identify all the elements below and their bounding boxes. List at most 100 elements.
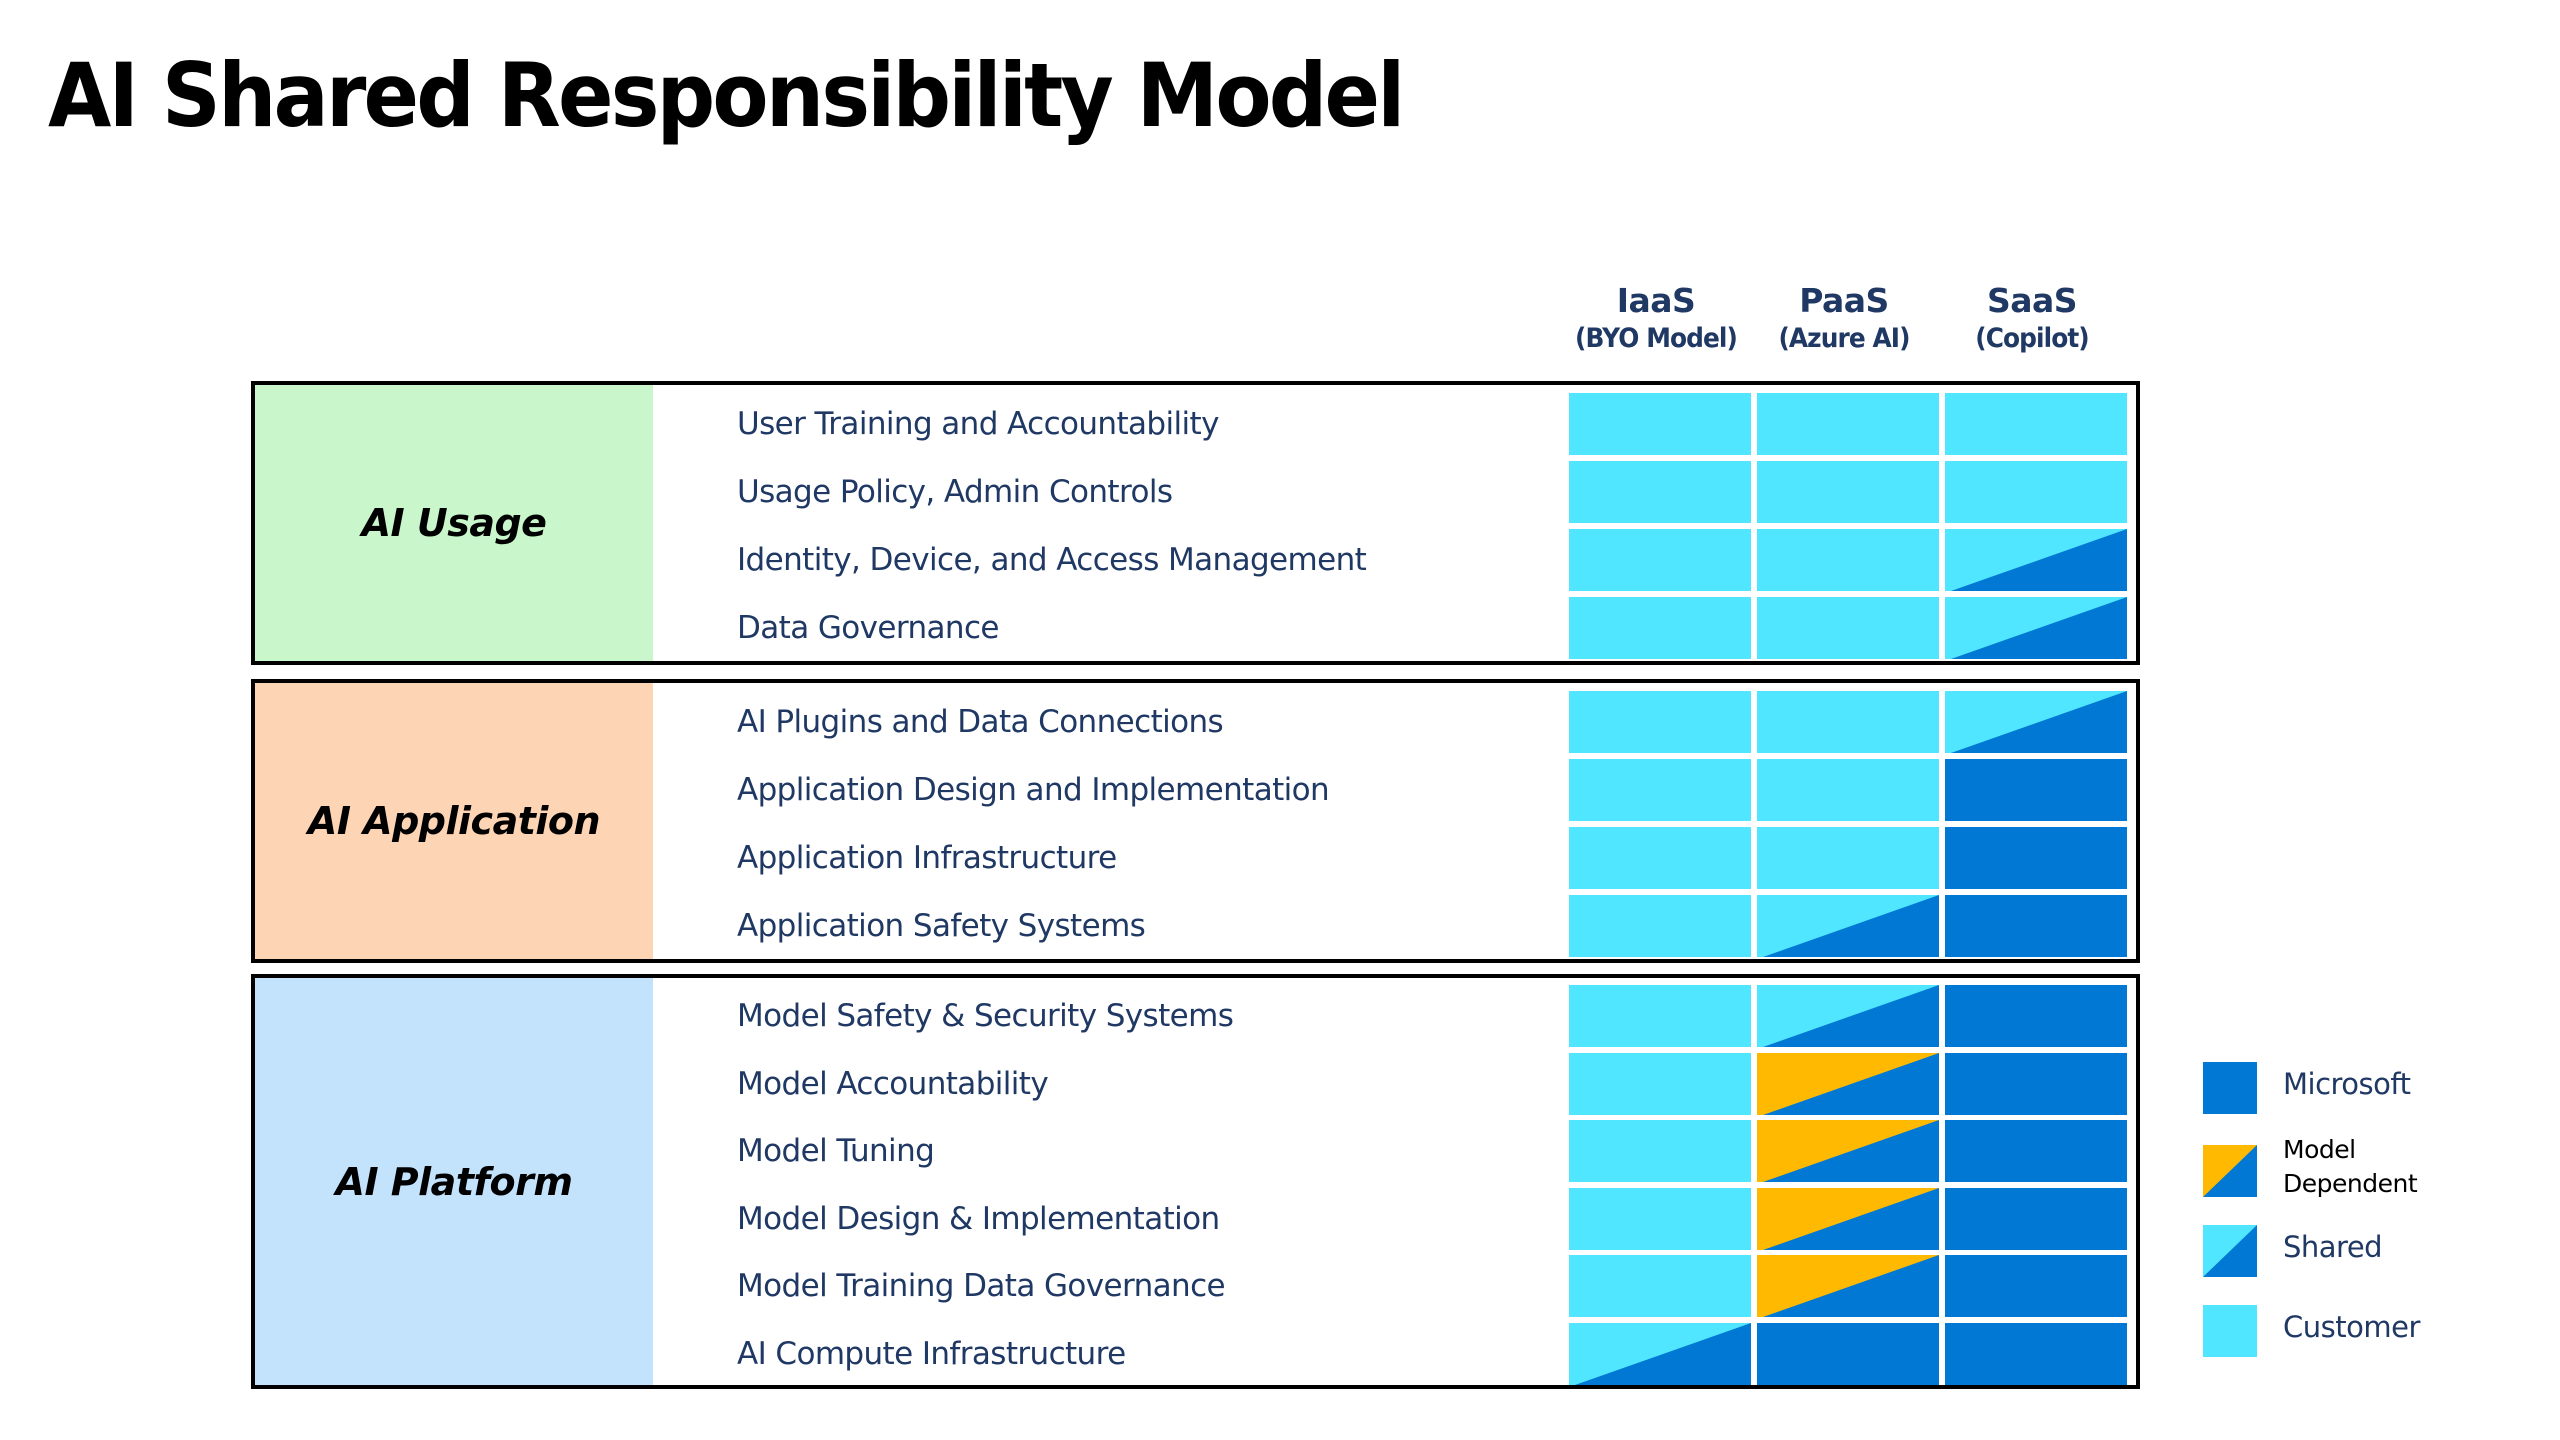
- customer-fill: [1569, 1053, 1751, 1115]
- customer-fill: [1757, 597, 1939, 659]
- responsibility-cell-customer: [1569, 1255, 1751, 1317]
- cell-graphic: [1569, 895, 1751, 957]
- responsibility-cell-model-dependent: [1757, 1120, 1939, 1182]
- column-header-name: PaaS: [1799, 281, 1889, 320]
- row-label: Model Safety & Security Systems: [737, 998, 1234, 1034]
- cell-graphic: [1757, 1053, 1939, 1115]
- customer-fill: [1569, 1120, 1751, 1182]
- microsoft-fill: [1951, 529, 2127, 591]
- customer-fill: [1569, 461, 1751, 523]
- customer-fill: [1569, 1188, 1751, 1250]
- responsibility-cell-microsoft: [1945, 1188, 2127, 1250]
- cell-graphic: [1945, 529, 2127, 591]
- cell-graphic: [1757, 759, 1939, 821]
- responsibility-cell-model-dependent: [1757, 1188, 1939, 1250]
- cell-graphic: [1757, 597, 1939, 659]
- microsoft-fill: [1945, 759, 2127, 821]
- cell-graphic: [1757, 461, 1939, 523]
- customer-fill: [1757, 529, 1939, 591]
- legend-label-line: Dependent: [2283, 1169, 2418, 1198]
- responsibility-cell-model-dependent: [1757, 1053, 1939, 1115]
- cell-graphic: [1945, 1323, 2127, 1385]
- responsibility-cell-microsoft: [1945, 895, 2127, 957]
- responsibility-cell-customer: [1757, 529, 1939, 591]
- responsibility-cell-customer: [1757, 461, 1939, 523]
- row-label: AI Plugins and Data Connections: [737, 704, 1224, 740]
- responsibility-cell-microsoft: [1945, 1120, 2127, 1182]
- microsoft-fill: [1951, 597, 2127, 659]
- cell-graphic: [1945, 1053, 2127, 1115]
- responsibility-cell-microsoft: [1945, 759, 2127, 821]
- microsoft-fill: [1945, 1053, 2127, 1115]
- column-header-name: IaaS: [1616, 281, 1696, 320]
- responsibility-cell-customer: [1569, 759, 1751, 821]
- microsoft-fill: [1763, 1120, 1939, 1182]
- microsoft-fill: [2203, 1225, 2257, 1277]
- responsibility-cell-customer: [1945, 393, 2127, 455]
- legend-label: Customer: [2283, 1310, 2420, 1344]
- cell-graphic: [1945, 895, 2127, 957]
- cell-graphic: [1569, 461, 1751, 523]
- microsoft-fill: [1945, 1120, 2127, 1182]
- row-label: Application Design and Implementation: [737, 772, 1330, 808]
- responsibility-cell-shared: [1945, 529, 2127, 591]
- responsibility-cell-customer: [1569, 393, 1751, 455]
- responsibility-cell-microsoft: [1757, 1323, 1939, 1385]
- responsibility-cell-customer: [1757, 827, 1939, 889]
- customer-fill: [1569, 691, 1751, 753]
- page-title: AI Shared Responsibility Model: [48, 44, 1405, 147]
- customer-fill: [1569, 985, 1751, 1047]
- legend-label-line: Model: [2283, 1135, 2356, 1164]
- microsoft-fill: [1763, 1188, 1939, 1250]
- legend-swatch-shared: [2203, 1225, 2257, 1277]
- cell-graphic: [1945, 759, 2127, 821]
- microsoft-fill: [1575, 1323, 1751, 1385]
- microsoft-fill: [2203, 1062, 2257, 1114]
- customer-fill: [1569, 827, 1751, 889]
- responsibility-cell-customer: [1945, 461, 2127, 523]
- row-label: AI Compute Infrastructure: [737, 1336, 1126, 1372]
- customer-fill: [1569, 597, 1751, 659]
- microsoft-fill: [1763, 895, 1939, 957]
- cell-graphic: [1569, 1188, 1751, 1250]
- customer-fill: [1757, 461, 1939, 523]
- category-label: AI Platform: [335, 1159, 573, 1204]
- legend-label: Shared: [2283, 1230, 2383, 1264]
- cell-graphic: [1945, 1255, 2127, 1317]
- microsoft-fill: [1763, 1255, 1939, 1317]
- responsibility-cell-customer: [1569, 691, 1751, 753]
- responsibility-cell-customer: [1757, 597, 1939, 659]
- cell-graphic: [1945, 597, 2127, 659]
- cell-graphic: [1945, 461, 2127, 523]
- section-ai-usage: AI Usage User Training and Accountabilit…: [251, 381, 2140, 665]
- responsibility-cell-customer: [1569, 895, 1751, 957]
- row-label: Model Tuning: [737, 1133, 935, 1169]
- responsibility-cell-model-dependent: [1757, 1255, 1939, 1317]
- responsibility-cell-customer: [1757, 759, 1939, 821]
- cell-graphic: [1757, 895, 1939, 957]
- cell-graphic: [1757, 1255, 1939, 1317]
- microsoft-fill: [1951, 691, 2127, 753]
- legend-label: Model Dependent: [2283, 1133, 2418, 1201]
- cell-graphic: [1757, 1120, 1939, 1182]
- microsoft-fill: [1945, 827, 2127, 889]
- cell-graphic: [1757, 827, 1939, 889]
- category-panel-ai-application: AI Application: [255, 683, 653, 959]
- cell-graphic: [1569, 393, 1751, 455]
- column-header-paas: PaaS (Azure AI): [1744, 282, 1944, 358]
- customer-fill: [1757, 759, 1939, 821]
- legend-swatch-microsoft: [2203, 1062, 2257, 1114]
- column-header-subtitle: (BYO Model): [1575, 323, 1738, 354]
- row-label: Data Governance: [737, 610, 999, 646]
- category-panel-ai-usage: AI Usage: [255, 385, 653, 661]
- cell-graphic: [1569, 1120, 1751, 1182]
- row-label: Application Safety Systems: [737, 908, 1146, 944]
- cell-graphic: [1757, 691, 1939, 753]
- responsibility-cell-customer: [1569, 529, 1751, 591]
- cell-graphic: [1757, 985, 1939, 1047]
- responsibility-cell-customer: [1569, 827, 1751, 889]
- responsibility-cell-shared: [1945, 597, 2127, 659]
- cell-graphic: [1569, 597, 1751, 659]
- responsibility-cell-microsoft: [1945, 827, 2127, 889]
- cell-graphic: [1569, 1323, 1751, 1385]
